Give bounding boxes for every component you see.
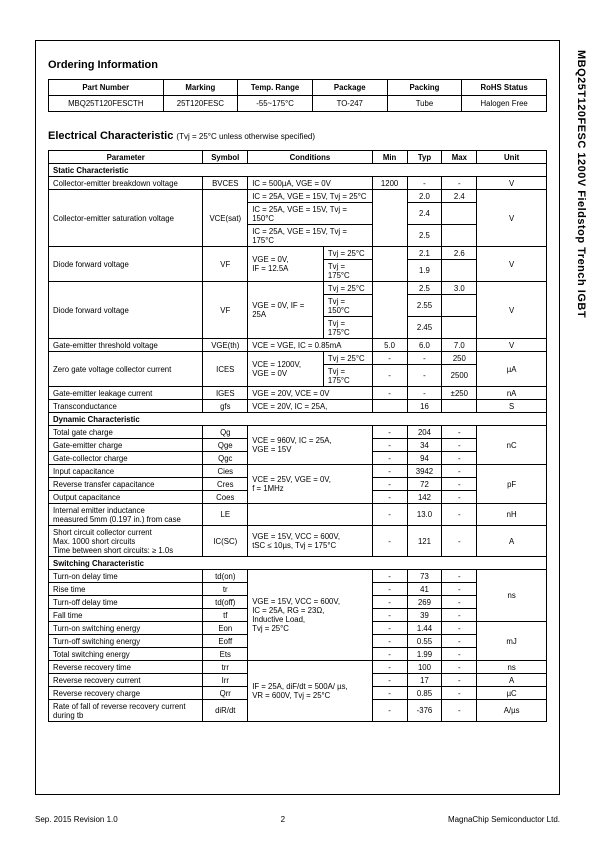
col-pkg: Package (312, 80, 387, 96)
ordering-row: MBQ25T120FESCTH 25T120FESC -55~175°C TO-… (49, 96, 547, 112)
col-part: Part Number (49, 80, 164, 96)
ordering-title: Ordering Information (48, 59, 547, 71)
footer: Sep. 2015 Revision 1.0 2 MagnaChip Semic… (35, 815, 560, 824)
elec-title: Electrical Characteristic (Tvj = 25°C un… (48, 130, 547, 142)
col-pack: Packing (387, 80, 462, 96)
footer-right: MagnaChip Semiconductor Ltd. (448, 815, 560, 824)
section-static: Static Characteristic (49, 164, 547, 177)
footer-center: 2 (281, 815, 285, 824)
page: MBQ25T120FESC 1200V Fieldstop Trench IGB… (0, 0, 595, 842)
section-dynamic: Dynamic Characteristic (49, 413, 547, 426)
side-title: MBQ25T120FESC 1200V Fieldstop Trench IGB… (575, 50, 587, 318)
elec-table: Parameter Symbol Conditions Min Typ Max … (48, 150, 547, 722)
col-temp: Temp. Range (238, 80, 313, 96)
footer-left: Sep. 2015 Revision 1.0 (35, 815, 118, 824)
ordering-table: Part Number Marking Temp. Range Package … (48, 79, 547, 112)
col-rohs: RoHS Status (462, 80, 547, 96)
section-switching: Switching Characteristic (49, 557, 547, 570)
content-frame: Ordering Information Part Number Marking… (35, 40, 560, 795)
col-marking: Marking (163, 80, 238, 96)
